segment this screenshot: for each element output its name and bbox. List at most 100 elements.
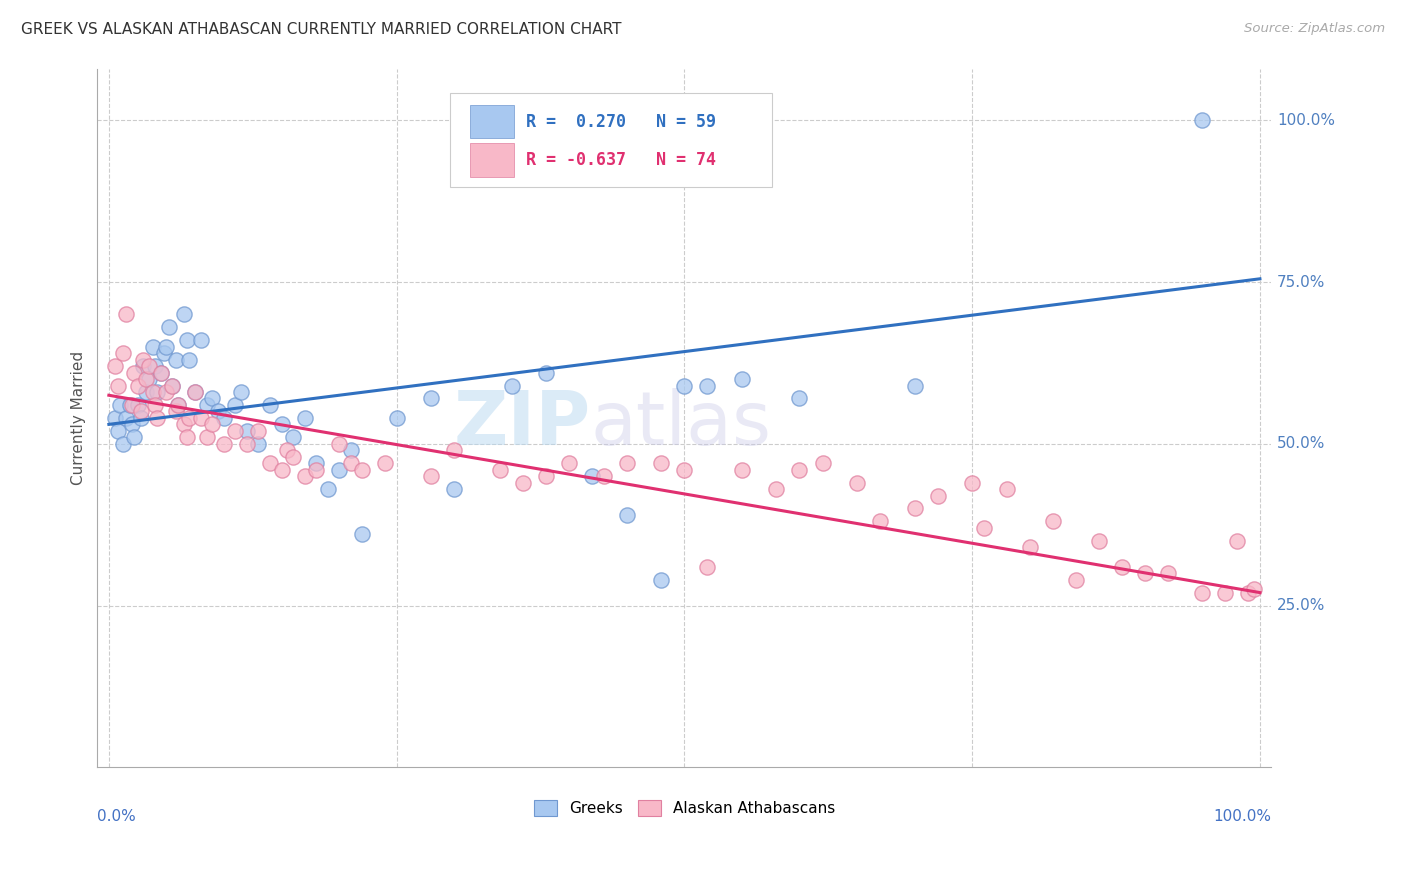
Point xyxy=(160,378,183,392)
Point xyxy=(765,482,787,496)
Point xyxy=(731,372,754,386)
Point xyxy=(374,456,396,470)
Point xyxy=(1064,573,1087,587)
Point xyxy=(616,508,638,522)
Point xyxy=(592,469,614,483)
Point xyxy=(339,456,361,470)
Point xyxy=(927,489,949,503)
Point xyxy=(160,378,183,392)
Point xyxy=(143,398,166,412)
Point xyxy=(179,410,201,425)
Point xyxy=(385,410,408,425)
Point xyxy=(811,456,834,470)
Point xyxy=(276,443,298,458)
Point xyxy=(142,340,165,354)
Point xyxy=(789,392,811,406)
Point xyxy=(1133,566,1156,581)
Text: 50.0%: 50.0% xyxy=(1277,436,1326,451)
Point xyxy=(501,378,523,392)
Point xyxy=(207,404,229,418)
Point xyxy=(339,443,361,458)
Point xyxy=(247,437,270,451)
Point xyxy=(115,307,138,321)
Point xyxy=(489,463,512,477)
Point xyxy=(650,456,672,470)
Point xyxy=(173,417,195,432)
Point xyxy=(536,469,558,483)
Point xyxy=(167,398,190,412)
Point xyxy=(127,378,149,392)
Text: Source: ZipAtlas.com: Source: ZipAtlas.com xyxy=(1244,22,1385,36)
Point xyxy=(104,359,127,373)
Point xyxy=(111,437,134,451)
Point xyxy=(190,333,212,347)
Point xyxy=(167,398,190,412)
Point xyxy=(305,456,328,470)
Point xyxy=(294,469,316,483)
Point xyxy=(1087,533,1109,548)
Point xyxy=(281,430,304,444)
Point xyxy=(1226,533,1249,548)
Point xyxy=(195,430,218,444)
Point xyxy=(129,410,152,425)
Point xyxy=(121,417,143,432)
Point xyxy=(149,366,172,380)
Point xyxy=(236,424,259,438)
Point xyxy=(190,410,212,425)
Point xyxy=(1215,585,1237,599)
Point xyxy=(132,359,155,373)
Point xyxy=(270,463,292,477)
Point xyxy=(512,475,534,490)
Point xyxy=(155,384,177,399)
Point xyxy=(420,392,443,406)
Point xyxy=(138,359,160,373)
Point xyxy=(696,378,718,392)
Point xyxy=(696,559,718,574)
Point xyxy=(224,398,246,412)
Point xyxy=(247,424,270,438)
Point xyxy=(581,469,603,483)
Point xyxy=(129,404,152,418)
Point xyxy=(1191,585,1213,599)
Y-axis label: Currently Married: Currently Married xyxy=(72,351,86,485)
Point xyxy=(149,366,172,380)
Point xyxy=(270,417,292,432)
Text: R =  0.270   N = 59: R = 0.270 N = 59 xyxy=(526,112,716,130)
Point xyxy=(305,463,328,477)
Point xyxy=(212,410,235,425)
Point xyxy=(224,424,246,438)
Point xyxy=(110,398,132,412)
Point xyxy=(650,573,672,587)
Point xyxy=(236,437,259,451)
Point xyxy=(903,501,925,516)
Point xyxy=(173,307,195,321)
Point xyxy=(1157,566,1180,581)
Text: GREEK VS ALASKAN ATHABASCAN CURRENTLY MARRIED CORRELATION CHART: GREEK VS ALASKAN ATHABASCAN CURRENTLY MA… xyxy=(21,22,621,37)
Point xyxy=(146,410,169,425)
Point xyxy=(201,392,224,406)
Point xyxy=(135,384,157,399)
Point xyxy=(111,346,134,360)
Point xyxy=(259,398,281,412)
Point xyxy=(1243,582,1265,597)
Text: 100.0%: 100.0% xyxy=(1213,809,1271,824)
Point xyxy=(789,463,811,477)
Point xyxy=(142,384,165,399)
Legend: Greeks, Alaskan Athabascans: Greeks, Alaskan Athabascans xyxy=(527,794,841,822)
Point xyxy=(281,450,304,464)
Point xyxy=(1042,515,1064,529)
Point xyxy=(731,463,754,477)
Point xyxy=(127,398,149,412)
Point xyxy=(973,521,995,535)
Point xyxy=(176,333,198,347)
Point xyxy=(143,359,166,373)
Point xyxy=(1237,585,1260,599)
Point xyxy=(153,346,176,360)
Point xyxy=(1111,559,1133,574)
Point xyxy=(328,437,350,451)
Bar xyxy=(470,105,515,138)
Point xyxy=(294,410,316,425)
Bar xyxy=(470,144,515,177)
Text: 100.0%: 100.0% xyxy=(1277,112,1336,128)
Point xyxy=(201,417,224,432)
